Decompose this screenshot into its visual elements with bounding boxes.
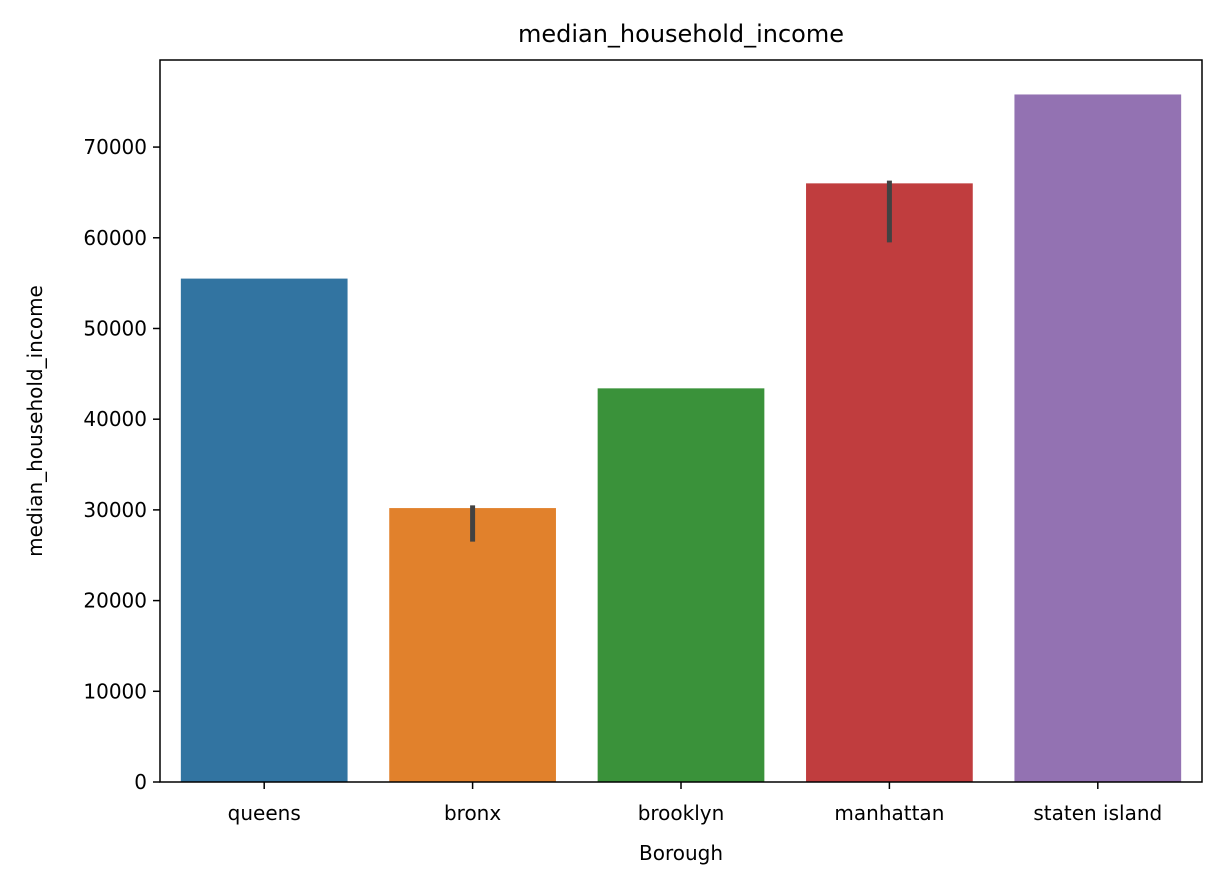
y-tick-label: 20000 [83,589,147,613]
bar-brooklyn [597,388,765,782]
x-tick-label: staten island [1033,801,1162,825]
chart-title: median_household_income [518,20,844,48]
bar-staten-island [1014,94,1182,782]
y-tick-label: 30000 [83,498,147,522]
bar-manhattan [806,183,973,782]
bar-queens [180,278,348,782]
y-tick-label: 10000 [83,679,147,703]
y-tick-label: 0 [134,770,147,794]
x-tick-label: queens [228,801,301,825]
x-axis-label: Borough [639,841,723,865]
y-tick-label: 60000 [83,226,147,250]
y-tick-label: 40000 [83,407,147,431]
y-axis-label: median_household_income [23,285,47,557]
y-axis: 0 10000 20000 30000 40000 50000 60000 70000 [83,135,160,794]
x-tick-label: brooklyn [638,801,725,825]
x-axis: queens bronx brooklyn manhattan staten islan… [228,782,1162,825]
error-bars-group [470,180,892,542]
bars-group [180,94,1182,782]
x-tick-label: manhattan [834,801,944,825]
bar-bronx [389,508,556,782]
y-tick-label: 70000 [83,135,147,159]
x-tick-label: bronx [444,801,501,825]
y-tick-label: 50000 [83,316,147,340]
